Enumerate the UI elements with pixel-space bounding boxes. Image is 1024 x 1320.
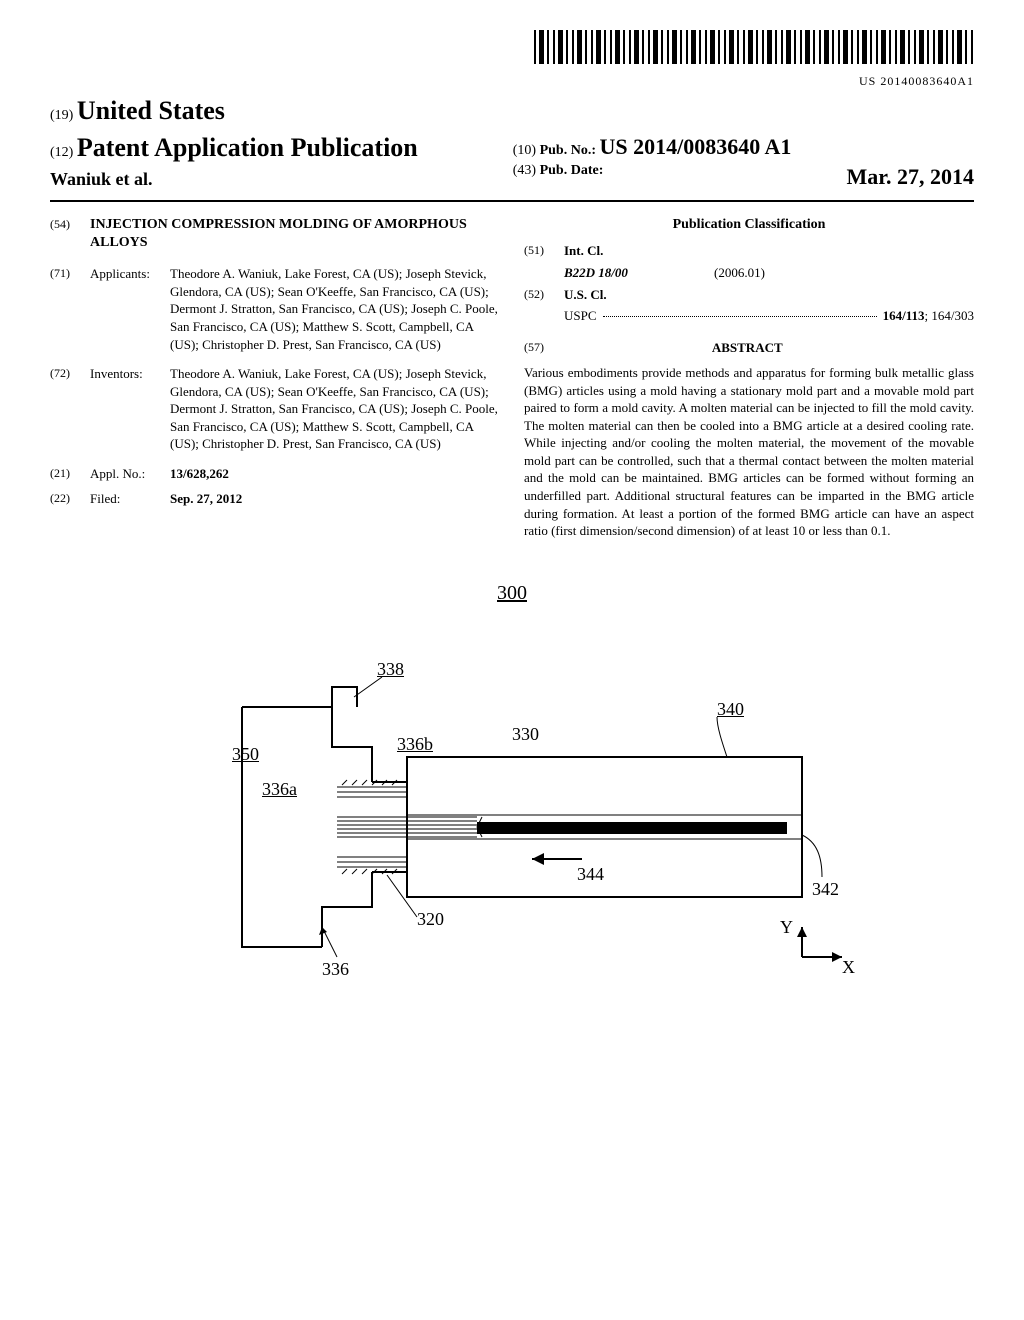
code-21: (21) [50, 465, 90, 483]
field-71: (71) Applicants: Theodore A. Waniuk, Lak… [50, 265, 500, 353]
invention-title: INJECTION COMPRESSION MOLDING OF AMORPHO… [90, 216, 500, 254]
figure-area: 300 [50, 580, 974, 1007]
barcode-text: US 20140083640A1 [50, 73, 974, 89]
uspc-line: USPC 164/113 ; 164/303 [564, 307, 974, 325]
filed-value: Sep. 27, 2012 [170, 490, 500, 508]
country-name: United States [77, 96, 225, 125]
code-51: (51) [524, 242, 564, 260]
field-22: (22) Filed: Sep. 27, 2012 [50, 490, 500, 508]
pub-no-line: (10) Pub. No.: US 2014/0083640 A1 [513, 132, 974, 162]
pub-type: Patent Application Publication [77, 133, 418, 162]
pub-date-line: (43) Pub. Date: Mar. 27, 2014 [513, 162, 974, 192]
code-54: (54) [50, 216, 90, 254]
abstract-header: (57) ABSTRACT [524, 339, 974, 357]
code-10: (10) [513, 143, 536, 158]
field-52: (52) U.S. Cl. [524, 286, 974, 304]
pub-date-label: Pub. Date: [540, 162, 604, 192]
pub-date-value: Mar. 27, 2014 [846, 162, 974, 192]
header-right: (10) Pub. No.: US 2014/0083640 A1 (43) P… [503, 132, 974, 191]
label-inventors: Inventors: [90, 365, 170, 453]
code-19: (19) [50, 108, 73, 123]
field-51: (51) Int. Cl. [524, 242, 974, 260]
header-row: (19) United States (12) Patent Applicati… [50, 93, 974, 191]
pub-no-value: US 2014/0083640 A1 [599, 134, 791, 159]
applicants-text: Theodore A. Waniuk, Lake Forest, CA (US)… [170, 266, 498, 351]
abstract-text: Various embodiments provide methods and … [524, 364, 974, 539]
field-72: (72) Inventors: Theodore A. Waniuk, Lake… [50, 365, 500, 453]
right-column: Publication Classification (51) Int. Cl.… [524, 216, 974, 540]
code-72: (72) [50, 365, 90, 453]
ipc-code: B22D 18/00 [564, 264, 714, 282]
applicants-list: Theodore A. Waniuk, Lake Forest, CA (US)… [170, 265, 500, 353]
appl-no-value: 13/628,262 [170, 465, 500, 483]
diagram: 338 350 336a 336b 330 340 344 342 320 33… [162, 627, 862, 1007]
author-line: Waniuk et al. [50, 167, 503, 191]
header-rule [50, 200, 974, 202]
axis-y: Y [780, 915, 793, 939]
code-43: (43) [513, 162, 536, 192]
label-applicants: Applicants: [90, 265, 170, 353]
ref-330: 330 [512, 722, 539, 746]
ref-338: 338 [377, 657, 404, 681]
code-22: (22) [50, 490, 90, 508]
uspc-extra: ; 164/303 [925, 307, 974, 325]
pub-no-label: Pub. No.: [540, 143, 596, 158]
country-line: (19) United States [50, 93, 503, 128]
code-12: (12) [50, 145, 73, 160]
ipc-line: B22D 18/00 (2006.01) [564, 264, 974, 282]
label-uscl: U.S. Cl. [564, 286, 634, 304]
left-column: (54) INJECTION COMPRESSION MOLDING OF AM… [50, 216, 500, 540]
pub-type-line: (12) Patent Application Publication [50, 130, 503, 165]
uspc-main: 164/113 [883, 307, 925, 325]
inventors-list: Theodore A. Waniuk, Lake Forest, CA (US)… [170, 365, 500, 453]
abstract-label: ABSTRACT [567, 339, 927, 357]
diagram-svg [162, 627, 862, 1007]
ref-350: 350 [232, 742, 259, 766]
field-21: (21) Appl. No.: 13/628,262 [50, 465, 500, 483]
ref-320: 320 [417, 907, 444, 931]
ref-336a: 336a [262, 777, 297, 801]
ref-336: 336 [322, 957, 349, 981]
code-52: (52) [524, 286, 564, 304]
code-71: (71) [50, 265, 90, 353]
label-filed: Filed: [90, 490, 170, 508]
uspc-dots [603, 307, 877, 317]
ref-344: 344 [577, 862, 604, 886]
ref-342: 342 [812, 877, 839, 901]
header-left: (19) United States (12) Patent Applicati… [50, 93, 503, 191]
code-57: (57) [524, 339, 564, 355]
label-applno: Appl. No.: [90, 465, 170, 483]
field-54: (54) INJECTION COMPRESSION MOLDING OF AM… [50, 216, 500, 254]
label-intcl: Int. Cl. [564, 242, 634, 260]
ipc-date: (2006.01) [714, 264, 765, 282]
axis-x: X [842, 955, 855, 979]
classification-heading: Publication Classification [524, 216, 974, 235]
ref-336b: 336b [397, 732, 433, 756]
barcode-region: US 20140083640A1 [50, 30, 974, 89]
ref-340: 340 [717, 697, 744, 721]
inventors-text: Theodore A. Waniuk, Lake Forest, CA (US)… [170, 366, 498, 451]
figure-number: 300 [50, 580, 974, 607]
biblio-columns: (54) INJECTION COMPRESSION MOLDING OF AM… [50, 216, 974, 540]
barcode-graphic [534, 30, 974, 64]
uspc-label: USPC [564, 307, 597, 325]
